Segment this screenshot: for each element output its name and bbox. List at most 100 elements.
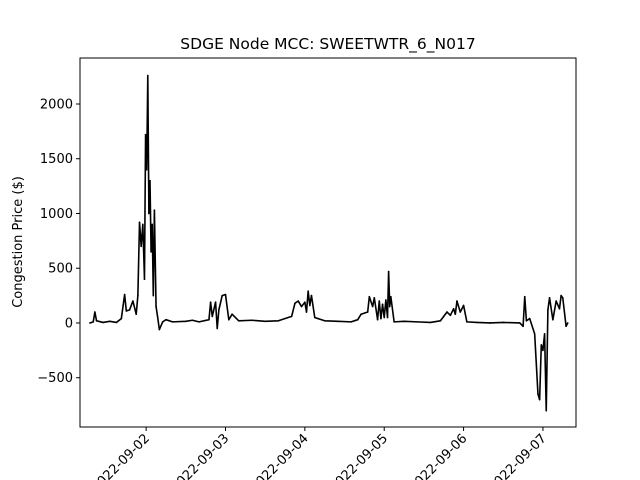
- y-tick-label: −500: [37, 371, 73, 386]
- data-point: [558, 307, 561, 310]
- data-point: [305, 311, 308, 313]
- data-point: [383, 316, 386, 319]
- data-point: [380, 317, 382, 320]
- x-axis: 2022-09-02 2022-09-03 2022-09-04 2022-09-05…: [89, 427, 550, 480]
- data-point: [155, 305, 157, 308]
- data-point: [537, 393, 539, 395]
- y-tick-label: 2000: [40, 97, 73, 112]
- data-point: [565, 325, 567, 328]
- data-point: [294, 302, 296, 305]
- x-tick-label: 2022-09-07: [486, 431, 550, 480]
- data-point: [156, 316, 159, 319]
- data-point: [547, 309, 549, 311]
- data-point: [390, 295, 392, 298]
- y-tick-label: 1500: [40, 152, 73, 167]
- data-point: [522, 325, 524, 328]
- data-point: [439, 319, 442, 322]
- data-point: [454, 313, 457, 316]
- data-point: [543, 333, 546, 335]
- data-point: [476, 321, 478, 324]
- data-point: [313, 316, 316, 319]
- data-point: [456, 300, 458, 302]
- data-point: [94, 311, 96, 313]
- x-tick-label: 2022-09-06: [406, 431, 470, 480]
- data-point: [132, 300, 134, 302]
- x-tick-label: 2022-09-03: [168, 431, 232, 480]
- data-point: [376, 318, 379, 321]
- data-point: [108, 320, 111, 323]
- data-point: [371, 305, 374, 308]
- y-axis-label: Congestion Price ($): [11, 176, 26, 308]
- data-point: [251, 319, 253, 322]
- data-point: [552, 318, 554, 321]
- data-point: [144, 133, 147, 136]
- data-point: [323, 319, 326, 322]
- data-point: [502, 321, 505, 324]
- y-tick-label: 500: [48, 262, 73, 277]
- data-point: [135, 313, 138, 316]
- plot-frame: [79, 57, 577, 428]
- data-point: [540, 344, 543, 346]
- data-point: [264, 320, 266, 323]
- data-point: [368, 295, 371, 298]
- data-point: [161, 321, 164, 323]
- data-point: [151, 223, 153, 226]
- data-point: [466, 321, 468, 323]
- y-tick-label: 0: [65, 316, 73, 331]
- y-axis: −500 0 500 1000 1500 2000: [37, 97, 80, 386]
- data-point: [317, 317, 319, 320]
- data-point: [297, 300, 300, 302]
- data-point: [528, 317, 531, 320]
- data-point: [310, 294, 313, 297]
- data-point: [89, 322, 91, 324]
- data-point: [403, 320, 405, 323]
- series-line: [89, 74, 569, 412]
- data-point: [211, 315, 214, 318]
- data-point: [228, 318, 230, 321]
- data-point: [148, 212, 150, 215]
- data-point: [149, 179, 151, 182]
- data-point: [416, 321, 419, 323]
- data-point: [290, 315, 293, 318]
- data-point: [185, 320, 187, 323]
- series-layer: [89, 74, 569, 412]
- data-point: [300, 305, 303, 308]
- data-point: [125, 310, 128, 312]
- data-point: [337, 320, 339, 323]
- data-point: [237, 319, 240, 322]
- data-point: [171, 321, 174, 323]
- x-tick-label: 2022-09-05: [327, 431, 391, 480]
- y-tick-label: 1000: [40, 207, 73, 222]
- data-point: [137, 294, 139, 297]
- data-point: [525, 319, 528, 322]
- data-point: [120, 317, 123, 320]
- data-point: [366, 311, 369, 313]
- data-point: [128, 309, 131, 311]
- data-point: [542, 349, 544, 352]
- data-point: [561, 297, 564, 299]
- data-point: [393, 321, 395, 323]
- data-point: [356, 318, 359, 321]
- data-point: [566, 322, 569, 324]
- data-point: [533, 333, 536, 335]
- data-point: [92, 321, 95, 323]
- data-point: [165, 318, 167, 321]
- data-point: [545, 409, 548, 412]
- data-point: [153, 209, 156, 211]
- data-point: [378, 300, 381, 302]
- data-point: [277, 319, 280, 322]
- data-point: [209, 301, 212, 303]
- data-point: [214, 301, 217, 303]
- data-point: [429, 321, 432, 324]
- data-point: [309, 304, 311, 307]
- data-point: [231, 313, 233, 316]
- data-point: [386, 316, 389, 319]
- data-point: [555, 300, 557, 302]
- x-tick-label: 2022-09-02: [89, 431, 153, 480]
- data-point: [538, 398, 541, 401]
- data-point: [158, 328, 161, 331]
- data-point: [216, 327, 219, 330]
- data-point: [221, 294, 223, 297]
- data-point: [560, 294, 562, 297]
- data-point: [224, 293, 227, 296]
